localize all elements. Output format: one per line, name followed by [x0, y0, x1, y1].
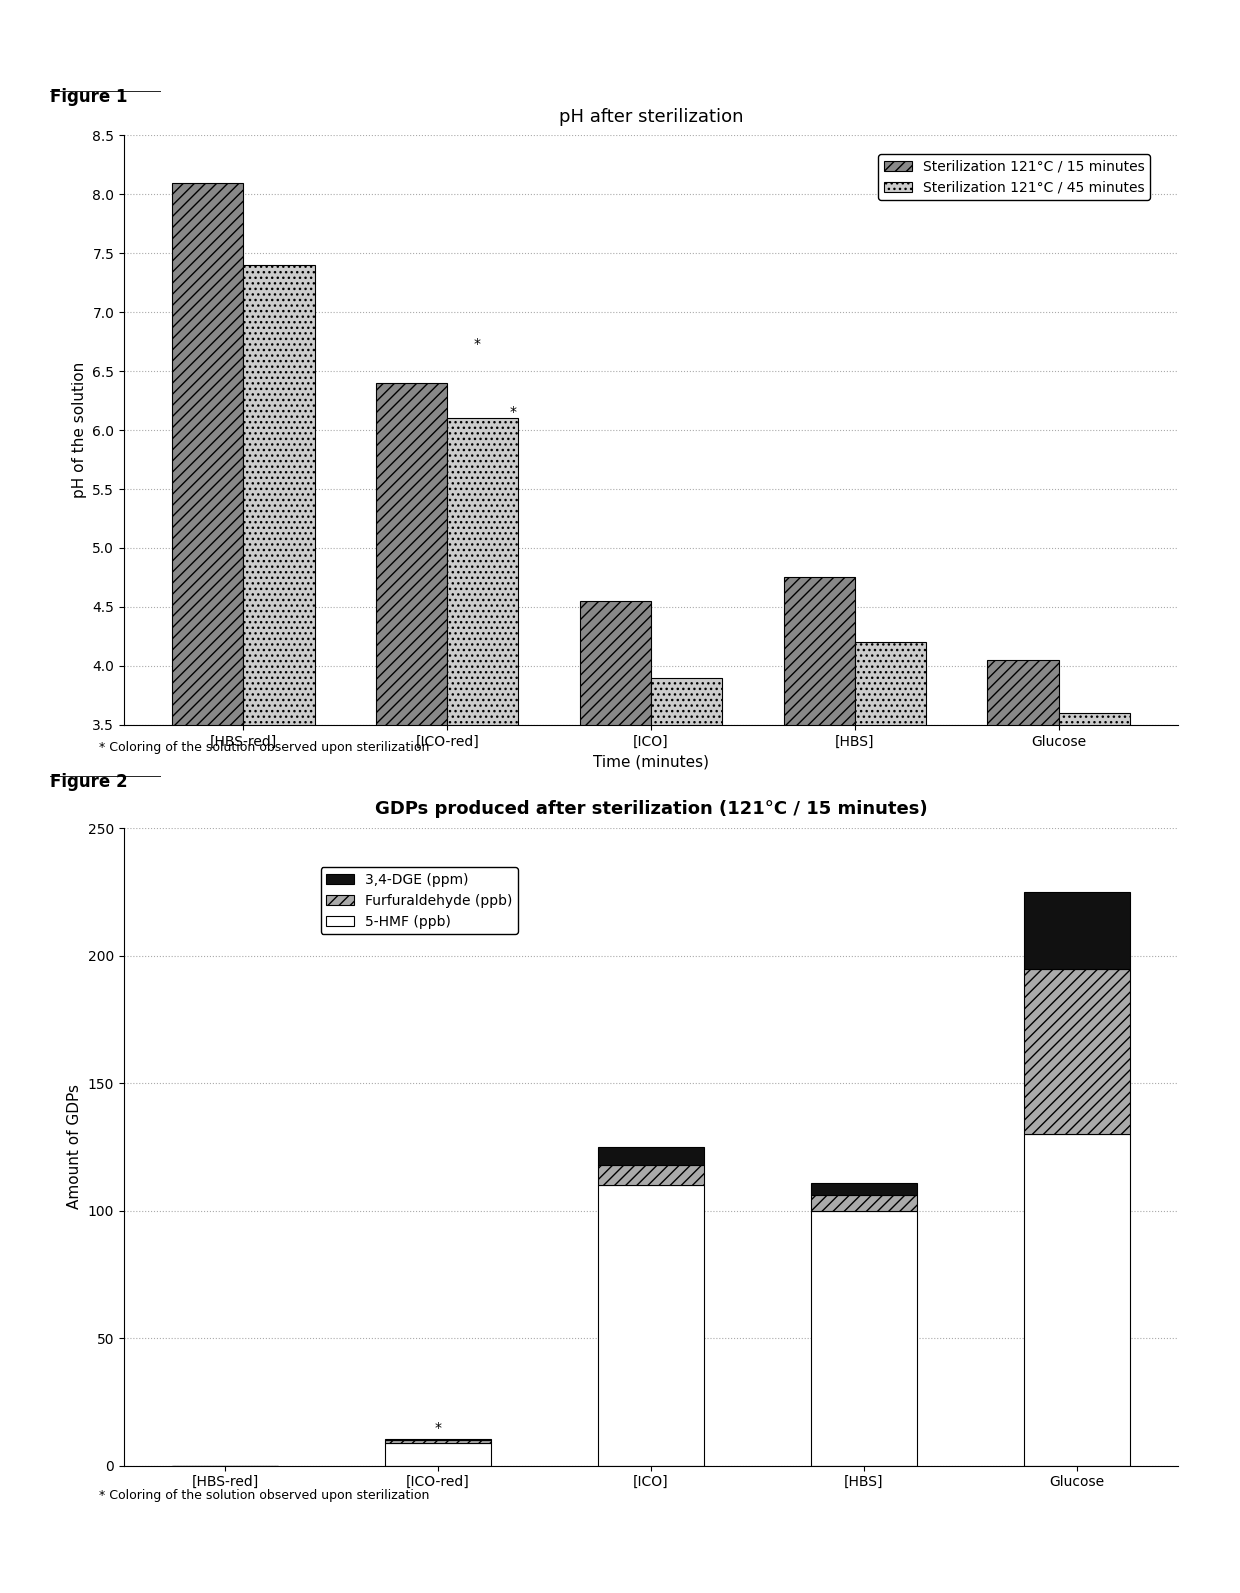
Bar	[1059, 714, 1130, 1137]
Bar	[811, 1182, 918, 1195]
Y-axis label: pH of the solution: pH of the solution	[72, 362, 87, 499]
Text: * Coloring of the solution observed upon sterilization: * Coloring of the solution observed upon…	[99, 741, 429, 753]
Bar	[1024, 1134, 1130, 1466]
Bar	[384, 1443, 491, 1466]
Bar	[579, 601, 651, 1137]
Y-axis label: Amount of GDPs: Amount of GDPs	[67, 1085, 82, 1209]
Legend: 3,4-DGE (ppm), Furfuraldehyde (ppb), 5-HMF (ppb): 3,4-DGE (ppm), Furfuraldehyde (ppb), 5-H…	[321, 867, 518, 933]
Bar	[811, 1195, 918, 1211]
Legend: Sterilization 121°C / 15 minutes, Sterilization 121°C / 45 minutes: Sterilization 121°C / 15 minutes, Steril…	[878, 155, 1149, 201]
Bar	[784, 577, 854, 1137]
Title: pH after sterilization: pH after sterilization	[559, 107, 743, 126]
Bar	[243, 264, 315, 1137]
Bar	[448, 419, 518, 1137]
Bar	[598, 1147, 704, 1164]
Bar	[811, 1211, 918, 1466]
Bar	[598, 1185, 704, 1466]
Bar	[1024, 969, 1130, 1134]
Bar	[987, 660, 1059, 1137]
Text: Figure 1: Figure 1	[50, 88, 126, 105]
Title: GDPs produced after sterilization (121°C / 15 minutes): GDPs produced after sterilization (121°C…	[374, 800, 928, 819]
Bar	[598, 1164, 704, 1185]
Text: *: *	[434, 1421, 441, 1435]
Text: Figure 2: Figure 2	[50, 773, 128, 790]
Bar	[854, 642, 926, 1137]
Text: *: *	[474, 336, 480, 350]
Bar	[376, 382, 448, 1137]
Bar	[651, 677, 723, 1137]
Bar	[172, 183, 243, 1137]
Text: *: *	[510, 405, 517, 419]
Text: * Coloring of the solution observed upon sterilization: * Coloring of the solution observed upon…	[99, 1489, 429, 1502]
Bar	[384, 1440, 491, 1443]
X-axis label: Time (minutes): Time (minutes)	[593, 753, 709, 769]
Bar	[1024, 892, 1130, 969]
